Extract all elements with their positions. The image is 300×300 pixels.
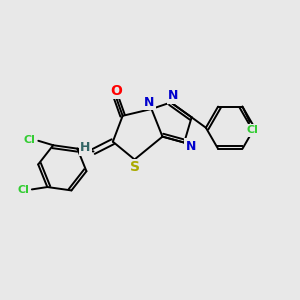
Text: N: N [185, 140, 196, 153]
Text: Cl: Cl [247, 125, 259, 135]
Text: H: H [80, 141, 90, 154]
Text: S: S [130, 160, 140, 174]
Text: O: O [110, 84, 122, 98]
Text: N: N [144, 96, 154, 109]
Text: Cl: Cl [23, 135, 35, 145]
Text: Cl: Cl [17, 185, 29, 195]
Text: N: N [168, 89, 178, 102]
